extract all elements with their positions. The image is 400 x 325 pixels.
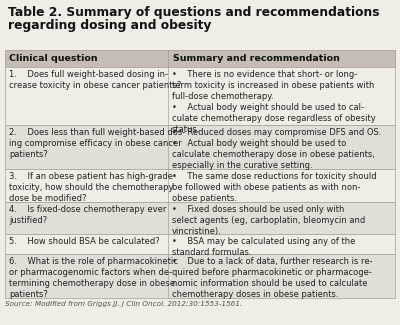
Text: regarding dosing and obesity: regarding dosing and obesity	[8, 19, 211, 32]
Text: Summary and recommendation: Summary and recommendation	[173, 54, 340, 63]
Text: •    Due to a lack of data, further research is re-
quired before pharmacokineti: • Due to a lack of data, further researc…	[172, 257, 373, 299]
Text: 3.    If an obese patient has high-grade
toxicity, how should the chemotherapy
d: 3. If an obese patient has high-grade to…	[9, 172, 174, 203]
Text: 1.    Does full weight-based dosing in-
crease toxicity in obese cancer patients: 1. Does full weight-based dosing in- cre…	[9, 70, 181, 90]
Bar	[5, 50, 395, 67]
Bar	[5, 254, 395, 298]
Text: Source: Modified from Griggs JJ. J Clin Oncol. 2012;30:1553-1561.: Source: Modified from Griggs JJ. J Clin …	[5, 301, 242, 307]
Text: Table 2. Summary of questions and recommendations: Table 2. Summary of questions and recomm…	[8, 6, 380, 19]
Text: Clinical question: Clinical question	[9, 54, 98, 63]
Bar	[5, 202, 395, 234]
Text: •    The same dose reductions for toxicity should
be followed with obese patient: • The same dose reductions for toxicity …	[172, 172, 377, 203]
Text: •    There is no evidence that short- or long-
term toxicity is increased in obe: • There is no evidence that short- or lo…	[172, 70, 376, 135]
Bar	[5, 169, 395, 202]
Text: 6.    What is the role of pharmacokinetic
or pharmacogenomic factors when de-
te: 6. What is the role of pharmacokinetic o…	[9, 257, 178, 299]
Text: •    Reduced doses may compromise DFS and OS.
•    Actual body weight should be : • Reduced doses may compromise DFS and O…	[172, 128, 381, 170]
Bar	[5, 234, 395, 254]
Text: 2.    Does less than full weight-based dos-
ing compromise efficacy in obese can: 2. Does less than full weight-based dos-…	[9, 128, 185, 159]
Text: 4.    Is fixed-dose chemotherapy ever
justified?: 4. Is fixed-dose chemotherapy ever justi…	[9, 205, 166, 225]
Text: •    Fixed doses should be used only with
select agents (eg, carboplatin, bleomy: • Fixed doses should be used only with s…	[172, 205, 365, 236]
Text: 5.    How should BSA be calculated?: 5. How should BSA be calculated?	[9, 237, 160, 246]
Bar	[5, 125, 395, 169]
Bar	[5, 67, 395, 125]
Text: •    BSA may be calculated using any of the
standard formulas.: • BSA may be calculated using any of the…	[172, 237, 355, 257]
